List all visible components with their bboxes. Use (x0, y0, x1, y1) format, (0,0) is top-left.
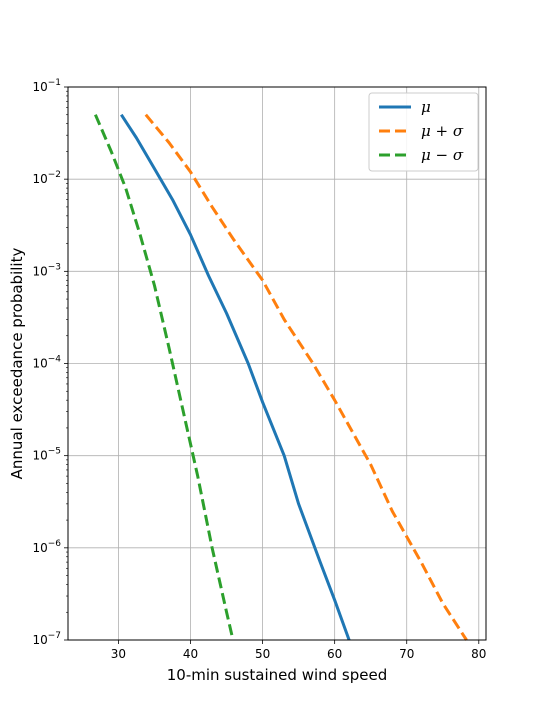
legend-box (368, 92, 479, 172)
y-tick-label: 10−4 (32, 355, 61, 371)
x-tick-label: 30 (111, 647, 126, 661)
series-line-2 (144, 113, 468, 641)
x-axis-ticks: 30 40 50 60 70 80 (111, 640, 486, 661)
y-tick-label: 10−7 (32, 631, 61, 647)
y-tick-label: 10−6 (32, 539, 61, 555)
y-axis-label: Annual exceedance probability (8, 248, 26, 480)
x-tick-label: 60 (327, 647, 342, 661)
x-axis-label: 10-min sustained wind speed (167, 666, 388, 684)
series-line-3 (94, 114, 235, 641)
x-tick-label: 70 (399, 647, 414, 661)
x-tick-label: 40 (183, 647, 198, 661)
y-tick-label: 10−3 (32, 262, 61, 278)
legend: μ μ + σ μ − σ (368, 92, 479, 172)
x-tick-label: 80 (471, 647, 486, 661)
y-axis-ticks: 10−1 10−2 10−3 10−4 10−5 10−6 10−7 (32, 78, 68, 647)
legend-label: μ (421, 98, 431, 116)
y-tick-label: 10−2 (32, 170, 61, 186)
legend-label: μ − σ (421, 146, 464, 164)
y-tick-label: 10−5 (32, 447, 61, 463)
series-line-1 (120, 113, 351, 641)
y-tick-label: 10−1 (32, 78, 61, 94)
x-tick-label: 50 (255, 647, 270, 661)
series-lines (94, 113, 468, 641)
legend-label: μ + σ (421, 122, 464, 140)
